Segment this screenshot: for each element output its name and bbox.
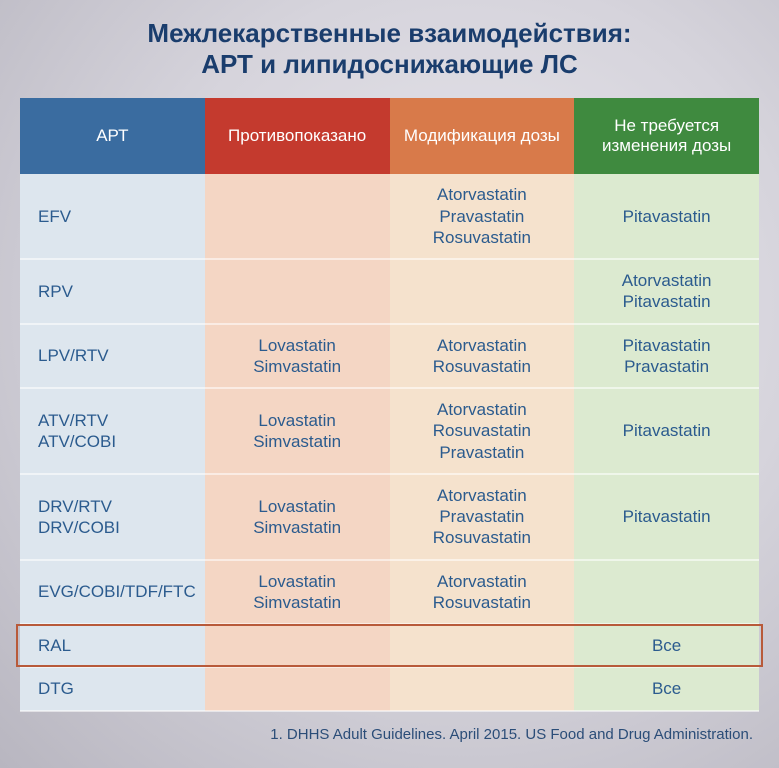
slide-title: Межлекарственные взаимодействия: АРТ и л… xyxy=(20,18,759,80)
cell-none xyxy=(574,560,759,625)
cell-art: EVG/COBI/TDF/FTC xyxy=(20,560,205,625)
cell-art: DRV/RTVDRV/COBI xyxy=(20,474,205,560)
cell-mod xyxy=(390,624,575,667)
table-row: RAL Все xyxy=(20,624,759,667)
cell-contra: LovastatinSimvastatin xyxy=(205,474,390,560)
cell-mod xyxy=(390,259,575,324)
table-row: EFV AtorvastatinPravastatinRosuvastatinPi… xyxy=(20,174,759,259)
cell-mod: AtorvastatinRosuvastatinPravastatin xyxy=(390,388,575,474)
cell-none: Все xyxy=(574,667,759,710)
title-line-2: АРТ и липидоснижающие ЛС xyxy=(20,49,759,80)
cell-mod: AtorvastatinPravastatinRosuvastatin xyxy=(390,174,575,259)
cell-contra: LovastatinSimvastatin xyxy=(205,388,390,474)
cell-none: Все xyxy=(574,624,759,667)
cell-contra: LovastatinSimvastatin xyxy=(205,560,390,625)
cell-mod: AtorvastatinRosuvastatin xyxy=(390,560,575,625)
col-header-mod: Модификация дозы xyxy=(390,98,575,174)
col-header-none: Не требуется изменения дозы xyxy=(574,98,759,174)
interaction-table-wrap: АРТ Противопоказано Модификация дозы Не … xyxy=(20,98,759,711)
col-header-contra: Противопоказано xyxy=(205,98,390,174)
title-line-1: Межлекарственные взаимодействия: xyxy=(20,18,759,49)
cell-contra xyxy=(205,667,390,710)
table-row: LPV/RTVLovastatinSimvastatinAtorvastatin… xyxy=(20,324,759,389)
cell-mod xyxy=(390,667,575,710)
cell-contra xyxy=(205,174,390,259)
table-row: DTG Все xyxy=(20,667,759,710)
cell-mod: AtorvastatinPravastatinRosuvastatin xyxy=(390,474,575,560)
cell-art: EFV xyxy=(20,174,205,259)
table-body: EFVAtorvastatinPravastatinRosuvastatinPi… xyxy=(20,174,759,710)
cell-art: LPV/RTV xyxy=(20,324,205,389)
cell-contra: LovastatinSimvastatin xyxy=(205,324,390,389)
interaction-table: АРТ Противопоказано Модификация дозы Не … xyxy=(20,98,759,711)
cell-mod: AtorvastatinRosuvastatin xyxy=(390,324,575,389)
cell-none: Pitavastatin xyxy=(574,388,759,474)
cell-contra xyxy=(205,259,390,324)
table-row: ATV/RTVATV/COBILovastatinSimvastatinAtor… xyxy=(20,388,759,474)
footnote: 1. DHHS Adult Guidelines. April 2015. US… xyxy=(20,726,759,743)
table-row: RPV AtorvastatinPitavastatin xyxy=(20,259,759,324)
cell-none: AtorvastatinPitavastatin xyxy=(574,259,759,324)
cell-art: RAL xyxy=(20,624,205,667)
cell-art: ATV/RTVATV/COBI xyxy=(20,388,205,474)
table-row: EVG/COBI/TDF/FTCLovastatinSimvastatinAto… xyxy=(20,560,759,625)
table-header-row: АРТ Противопоказано Модификация дозы Не … xyxy=(20,98,759,174)
cell-art: DTG xyxy=(20,667,205,710)
cell-art: RPV xyxy=(20,259,205,324)
cell-none: Pitavastatin xyxy=(574,174,759,259)
cell-contra xyxy=(205,624,390,667)
cell-none: Pitavastatin xyxy=(574,474,759,560)
col-header-art: АРТ xyxy=(20,98,205,174)
cell-none: PitavastatinPravastatin xyxy=(574,324,759,389)
table-row: DRV/RTVDRV/COBILovastatinSimvastatinAtor… xyxy=(20,474,759,560)
